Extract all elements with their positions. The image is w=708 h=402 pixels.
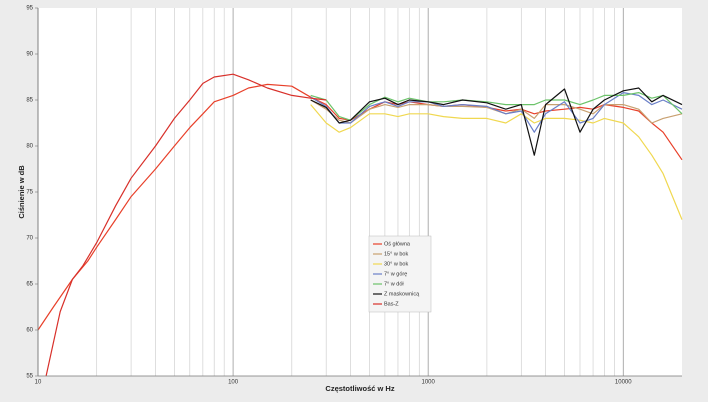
legend-label: 7° w górę <box>384 271 407 277</box>
series-line <box>310 92 683 121</box>
y-tick-label: 60 <box>26 328 33 334</box>
legend-label: Bas-Z <box>384 301 399 307</box>
x-tick-label: 10000 <box>615 380 632 386</box>
plot-area <box>38 8 682 376</box>
y-tick-label: 85 <box>26 98 33 104</box>
y-tick-label: 70 <box>26 236 33 242</box>
lines <box>37 73 683 377</box>
series-line <box>310 87 683 156</box>
y-tick-label: 65 <box>26 282 33 288</box>
legend-label: 7° w dół <box>384 281 404 287</box>
legend-label: Z maskownicą <box>384 291 420 297</box>
x-axis-title: Częstotliwość w Hz <box>325 384 394 393</box>
legend: Oś główna 15° w bok 30° w bok 7° w górę 7° w… <box>373 241 420 307</box>
y-axis-title: Ciśnienie w dB <box>17 165 26 219</box>
series-line <box>45 73 327 377</box>
y-tick-label: 90 <box>26 52 33 58</box>
x-tick-label: 10 <box>35 380 42 386</box>
legend-label: Oś główna <box>384 241 411 247</box>
legend-label: 30° w bok <box>384 261 408 267</box>
series-line <box>310 104 683 220</box>
axes: 10 100 1000 10000 55 60 65 70 75 80 85 90 95 <box>26 6 682 386</box>
y-tick-label: 95 <box>26 6 33 12</box>
x-tick-label: 100 <box>228 380 239 386</box>
series-line <box>310 92 683 133</box>
y-tick-label: 80 <box>26 144 33 150</box>
y-tick-label: 75 <box>26 190 33 196</box>
y-tick-label: 55 <box>26 374 33 380</box>
x-tick-label: 1000 <box>422 380 436 386</box>
legend-label: 15° w bok <box>384 251 408 257</box>
